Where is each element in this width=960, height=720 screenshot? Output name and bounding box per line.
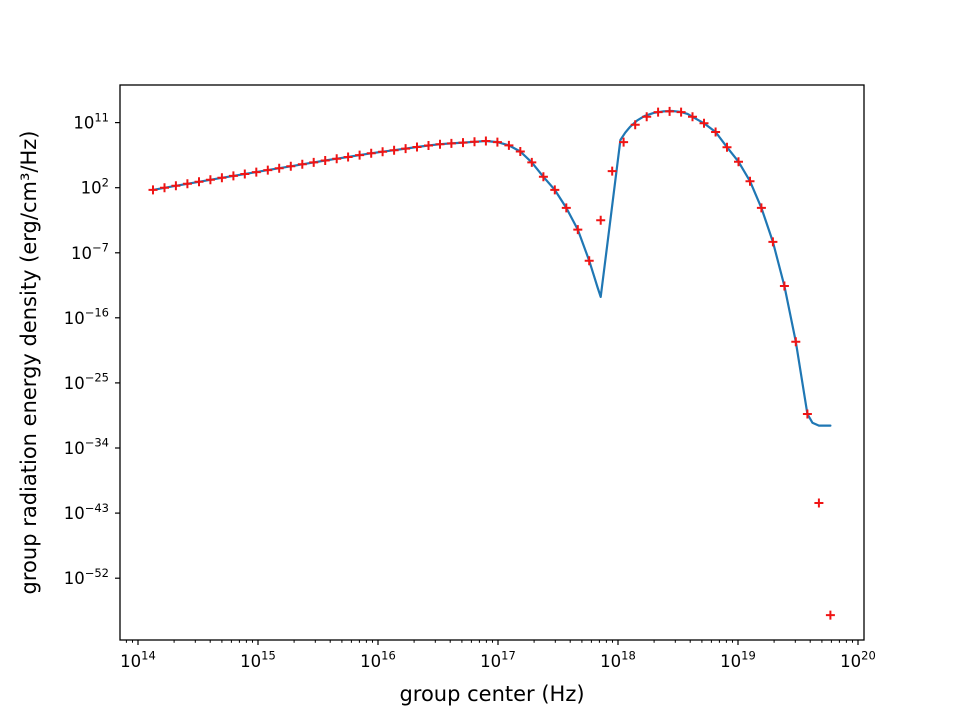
- x-tick-label: 1019: [720, 649, 756, 671]
- x-axis-major-ticks: [137, 640, 859, 645]
- x-tick-label: 1018: [600, 649, 636, 671]
- x-tick-label: 1015: [240, 649, 276, 671]
- axes-spines: [119, 84, 865, 641]
- y-tick-label: 1011: [73, 110, 109, 132]
- y-tick-label: 10−7: [71, 240, 109, 262]
- x-axis-label: group center (Hz): [399, 682, 584, 706]
- y-axis-label: group radiation energy density (erg/cm³/…: [17, 131, 41, 595]
- x-tick-label: 1017: [480, 649, 516, 671]
- x-tick-label: 1016: [360, 649, 396, 671]
- x-tick-label: 1014: [120, 649, 156, 671]
- group-plus-markers-series: [148, 106, 835, 620]
- y-tick-label: 10−52: [64, 566, 109, 588]
- x-axis-tick-labels: 1014 1015 1016 1017 1018 1019 1020: [120, 649, 876, 671]
- y-tick-label: 10−25: [64, 371, 109, 393]
- plot-area: [120, 85, 864, 640]
- y-axis-major-ticks: [115, 121, 120, 579]
- y-axis-tick-labels: 1011 102 10−7 10−16 10−25 10−34 10−43 10−52: [64, 110, 109, 588]
- y-tick-label: 10−43: [64, 501, 109, 523]
- x-tick-label: 1020: [840, 649, 876, 671]
- y-tick-label: 10−16: [64, 306, 109, 328]
- y-tick-label: 10−34: [64, 436, 109, 458]
- y-tick-label: 102: [81, 175, 109, 197]
